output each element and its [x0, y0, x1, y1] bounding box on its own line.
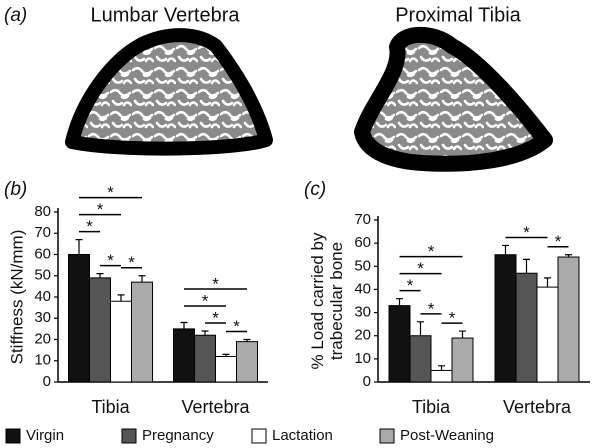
- error-bar: [438, 365, 445, 371]
- bar: [110, 300, 132, 383]
- error-bar: [96, 273, 104, 278]
- legend-label: Pregnancy: [142, 427, 214, 444]
- legend-label: Virgin: [26, 427, 64, 444]
- error-bar: [243, 338, 251, 342]
- y-axis-label: Stiffness (kN/mm): [7, 230, 26, 365]
- bar: [430, 369, 453, 383]
- x-tick-label: Tibia: [412, 397, 451, 417]
- y-tick-label: 30: [354, 304, 371, 321]
- significance-label: *: [202, 291, 209, 310]
- panel-label: (c): [304, 179, 326, 200]
- legend-swatch: [5, 428, 21, 444]
- error-bar: [523, 258, 530, 274]
- bar: [494, 254, 517, 383]
- y-tick-label: 20: [354, 327, 371, 344]
- significance-label: *: [428, 299, 435, 318]
- y-tick-label: 10: [354, 350, 371, 367]
- significance-label: *: [212, 308, 219, 327]
- significance-label: *: [107, 183, 114, 202]
- y-tick-label: 0: [43, 373, 51, 390]
- error-bar: [201, 330, 209, 336]
- legend: Virgin Pregnancy Lactation Post-Weaning: [5, 427, 494, 444]
- x-tick-label: Vertebra: [181, 397, 250, 417]
- y-tick-label: 10: [34, 352, 51, 369]
- bar: [68, 254, 90, 383]
- y-tick-label: 40: [354, 280, 371, 297]
- error-bar: [459, 330, 466, 339]
- error-bar: [544, 277, 551, 288]
- significance-label: *: [86, 217, 93, 236]
- error-bar: [75, 239, 83, 255]
- bar: [131, 281, 153, 383]
- significance-label: *: [233, 317, 240, 336]
- y-tick-label: 60: [354, 234, 371, 251]
- significance-label: *: [555, 232, 562, 251]
- error-bar: [180, 321, 188, 329]
- significance-label: *: [212, 274, 219, 293]
- significance-label: *: [428, 242, 435, 261]
- bar: [236, 341, 258, 383]
- vertebra-section: [65, 28, 273, 156]
- y-tick-label: 70: [34, 224, 51, 241]
- y-axis-label: % Load carried by: [308, 232, 327, 370]
- error-bar: [417, 321, 424, 336]
- significance-label: *: [407, 276, 414, 295]
- legend-label: Post-Weaning: [400, 427, 494, 444]
- bar: [215, 356, 237, 383]
- legend-swatch: [379, 428, 395, 444]
- error-bar: [565, 254, 572, 258]
- legend-label: Lactation: [272, 427, 333, 444]
- error-bar: [396, 298, 403, 306]
- bar: [515, 272, 538, 383]
- y-tick-label: 80: [34, 203, 51, 220]
- panel-label: (b): [4, 179, 27, 200]
- significance-label: *: [417, 259, 424, 278]
- legend-swatch: [121, 428, 137, 444]
- y-tick-label: 30: [34, 309, 51, 326]
- bar: [194, 334, 216, 383]
- significance-label: *: [97, 200, 104, 219]
- significance-label: *: [128, 253, 135, 272]
- bar: [451, 337, 474, 383]
- bar: [409, 335, 432, 383]
- y-tick-label: 50: [354, 257, 371, 274]
- legend-swatch: [251, 428, 267, 444]
- bar: [536, 286, 559, 383]
- y-tick-label: 0: [363, 373, 371, 390]
- bar: [557, 256, 580, 383]
- y-tick-label: 20: [34, 330, 51, 347]
- y-tick-label: 70: [354, 211, 371, 228]
- y-tick-label: 40: [34, 288, 51, 305]
- image-title: Proximal Tibia: [395, 4, 521, 26]
- panel-label: (a): [4, 5, 27, 26]
- bar: [173, 328, 195, 383]
- tibia-section: [354, 26, 553, 172]
- error-bar: [502, 244, 509, 255]
- error-bar: [117, 294, 125, 302]
- significance-label: *: [107, 251, 114, 270]
- y-tick-label: 60: [34, 245, 51, 262]
- significance-label: *: [523, 223, 530, 242]
- error-bar: [222, 353, 230, 357]
- bar: [388, 305, 411, 383]
- y-tick-label: 50: [34, 267, 51, 284]
- image-title: Lumbar Vertebra: [91, 4, 241, 26]
- bar: [89, 277, 111, 383]
- x-tick-label: Vertebra: [503, 397, 572, 417]
- significance-label: *: [449, 309, 456, 328]
- x-tick-label: Tibia: [91, 397, 130, 417]
- error-bar: [138, 275, 146, 283]
- y-axis-label: trabecular bone: [327, 242, 346, 360]
